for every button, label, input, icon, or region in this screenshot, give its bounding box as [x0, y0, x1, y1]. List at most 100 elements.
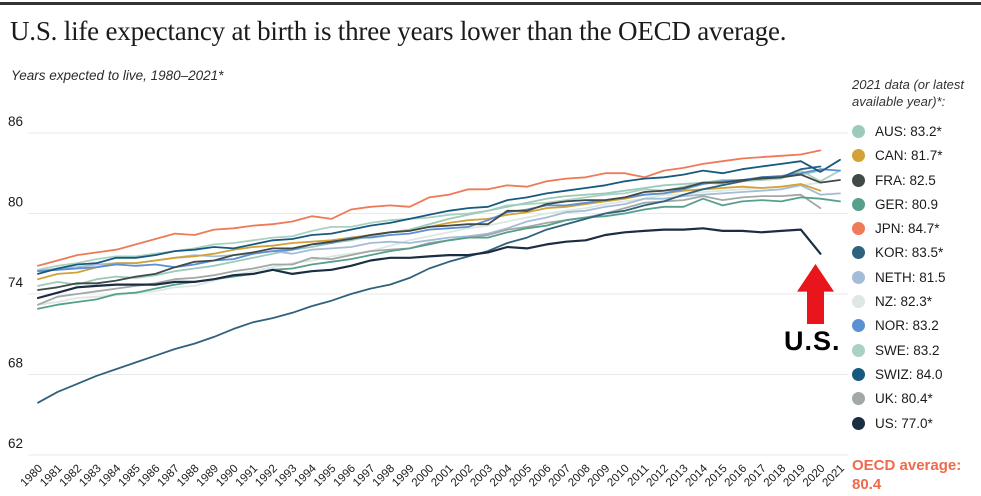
legend-item-us: US: 77.0* — [852, 411, 979, 435]
legend-item-nor: NOR: 83.2 — [852, 314, 979, 338]
legend-item-label: JPN: 84.7* — [875, 221, 940, 237]
x-tick-label-2007: 2007 — [547, 463, 574, 490]
legend-item-label: NETH: 81.5 — [875, 269, 946, 285]
legend-item-jpn: JPN: 84.7* — [852, 217, 979, 241]
x-tick-label-2017: 2017 — [742, 463, 769, 490]
x-tick-label-1987: 1987 — [155, 463, 182, 490]
x-tick-label-1991: 1991 — [234, 463, 261, 490]
x-tick-label-1980: 1980 — [19, 463, 46, 490]
legend-item-kor: KOR: 83.5* — [852, 241, 979, 265]
legend-item-label: SWIZ: 84.0 — [875, 366, 943, 382]
series-line-kor — [37, 165, 822, 404]
x-tick-label-2002: 2002 — [449, 463, 476, 490]
x-tick-label-2012: 2012 — [644, 463, 671, 490]
x-tick-label-1988: 1988 — [175, 463, 202, 490]
legend-item-can: CAN: 81.7* — [852, 144, 979, 168]
chart-subtitle: Years expected to live, 1980–2021* — [11, 68, 224, 83]
legend-dot-swiz-icon — [852, 367, 865, 381]
legend-dot-fra-icon — [852, 173, 865, 187]
x-tick-label-1985: 1985 — [116, 463, 143, 490]
legend-item-neth: NETH: 81.5 — [852, 265, 979, 289]
x-tick-label-1995: 1995 — [312, 463, 339, 490]
us-annotation-label: U.S. — [784, 326, 841, 356]
x-tick-label-2010: 2010 — [605, 463, 632, 490]
legend-item-label: CAN: 81.7* — [875, 148, 943, 164]
legend-title: 2021 data (or latest available year)*: — [852, 77, 965, 110]
legend-item-label: UK: 80.4* — [875, 391, 933, 407]
x-tick-label-1998: 1998 — [371, 463, 398, 490]
x-tick-label-1990: 1990 — [214, 463, 241, 490]
x-tick-label-1999: 1999 — [390, 463, 417, 490]
legend-dot-can-icon — [852, 149, 865, 163]
legend-dot-kor-icon — [852, 246, 865, 260]
x-tick-label-2013: 2013 — [664, 463, 691, 490]
legend-item-label: GER: 80.9 — [875, 196, 939, 212]
legend-item-label: AUS: 83.2* — [875, 123, 942, 139]
series-line-nor — [37, 168, 841, 273]
legend-dot-aus-icon — [852, 124, 865, 138]
x-tick-label-2000: 2000 — [410, 463, 437, 490]
oecd-average-note: OECD average: 80.4 — [852, 457, 979, 495]
y-tick-label-80: 80 — [8, 194, 23, 209]
x-tick-label-2009: 2009 — [586, 463, 613, 490]
x-tick-label-2018: 2018 — [762, 463, 789, 490]
series-line-ger — [37, 196, 841, 310]
legend-items: AUS: 83.2* CAN: 81.7* FRA: 82.5 GER: 80.9 JP… — [852, 119, 979, 435]
x-tick-label-2006: 2006 — [527, 463, 554, 490]
legend-item-uk: UK: 80.4* — [852, 387, 979, 411]
legend-dot-ger-icon — [852, 197, 865, 211]
x-tick-label-1983: 1983 — [77, 463, 104, 490]
x-tick-label-1993: 1993 — [273, 463, 300, 490]
x-tick-label-1996: 1996 — [331, 463, 358, 490]
x-tick-label-2003: 2003 — [468, 463, 495, 490]
legend-item-swe: SWE: 83.2 — [852, 338, 979, 362]
legend-dot-jpn-icon — [852, 222, 865, 236]
x-tick-label-2008: 2008 — [566, 463, 593, 490]
legend-item-swiz: SWIZ: 84.0 — [852, 362, 979, 386]
x-tick-label-2021: 2021 — [820, 463, 847, 490]
legend-item-aus: AUS: 83.2* — [852, 119, 979, 143]
legend-dot-nz-icon — [852, 295, 865, 309]
legend-dot-neth-icon — [852, 270, 865, 284]
x-tick-label-2020: 2020 — [801, 463, 828, 490]
legend-item-label: FRA: 82.5 — [875, 172, 936, 188]
y-tick-label-74: 74 — [8, 275, 24, 290]
x-tick-label-1992: 1992 — [253, 463, 280, 490]
legend-item-label: KOR: 83.5* — [875, 245, 944, 261]
x-tick-label-2016: 2016 — [723, 463, 750, 490]
x-tick-label-1989: 1989 — [195, 463, 222, 490]
series-line-swiz — [37, 158, 841, 275]
x-tick-label-2005: 2005 — [508, 463, 535, 490]
x-tick-label-1982: 1982 — [58, 463, 85, 490]
x-tick-label-1997: 1997 — [351, 463, 378, 490]
series-line-aus — [37, 169, 822, 287]
series-line-us — [36, 227, 822, 300]
legend: 2021 data (or latest available year)*: A… — [852, 76, 979, 495]
x-tick-label-1981: 1981 — [38, 463, 65, 490]
x-tick-label-1986: 1986 — [136, 463, 163, 490]
legend-item-label: SWE: 83.2 — [875, 342, 940, 358]
legend-item-label: NOR: 83.2 — [875, 318, 939, 334]
series-line-jpn — [37, 149, 822, 267]
oecd-average-value: 80.4 — [852, 475, 882, 493]
legend-dot-us-icon — [852, 416, 865, 430]
legend-item-ger: GER: 80.9 — [852, 192, 979, 216]
page-title: U.S. life expectancy at birth is three y… — [10, 16, 787, 46]
oecd-average-label: OECD average: — [852, 457, 962, 475]
y-tick-label-62: 62 — [8, 436, 23, 451]
legend-dot-uk-icon — [852, 392, 865, 406]
x-tick-label-2019: 2019 — [781, 463, 808, 490]
legend-dot-swe-icon — [852, 343, 865, 357]
legend-item-label: US: 77.0* — [875, 415, 933, 431]
y-tick-label-86: 86 — [8, 114, 23, 129]
legend-item-label: NZ: 82.3* — [875, 294, 933, 310]
legend-item-fra: FRA: 82.5 — [852, 168, 979, 192]
series-line-uk — [37, 193, 822, 306]
top-border — [0, 2, 981, 5]
y-tick-label-68: 68 — [8, 355, 23, 370]
x-tick-label-2001: 2001 — [429, 463, 456, 490]
x-tick-label-2015: 2015 — [703, 463, 730, 490]
legend-item-nz: NZ: 82.3* — [852, 289, 979, 313]
